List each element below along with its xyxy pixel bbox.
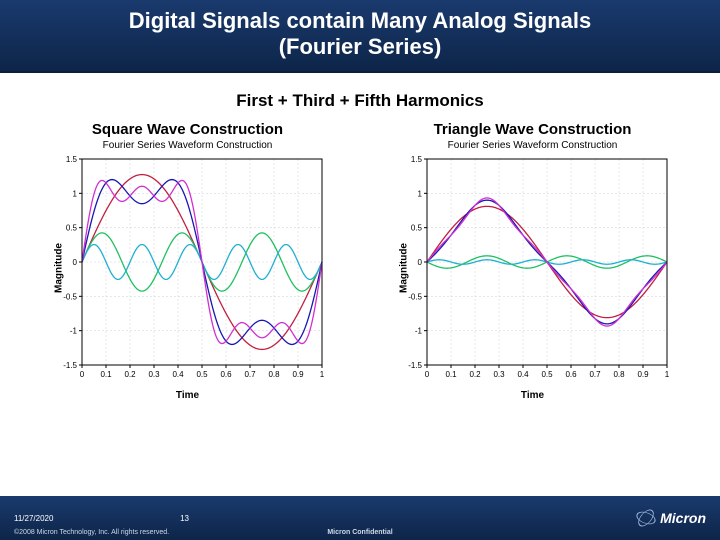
svg-text:-0.5: -0.5	[408, 292, 422, 301]
chart-left-title: Fourier Series Waveform Construction	[30, 140, 345, 151]
svg-text:-1.5: -1.5	[63, 361, 77, 370]
panel-right: Triangle Wave Construction Fourier Serie…	[375, 121, 690, 401]
svg-text:0.8: 0.8	[613, 370, 625, 379]
footer-copyright: ©2008 Micron Technology, Inc. All rights…	[14, 529, 169, 536]
svg-text:0.5: 0.5	[410, 223, 422, 232]
svg-text:0.6: 0.6	[565, 370, 577, 379]
svg-text:0.9: 0.9	[292, 370, 304, 379]
slide-footer: 11/27/2020 13 ©2008 Micron Technology, I…	[0, 496, 720, 540]
panel-left-title: Square Wave Construction	[30, 121, 345, 138]
svg-text:0.9: 0.9	[637, 370, 649, 379]
svg-text:0.1: 0.1	[100, 370, 112, 379]
svg-text:1.5: 1.5	[410, 155, 422, 164]
svg-text:0.6: 0.6	[220, 370, 232, 379]
chart-panels: Square Wave Construction Fourier Series …	[0, 117, 720, 401]
slide-title-line2: (Fourier Series)	[0, 34, 720, 60]
svg-text:0: 0	[424, 370, 429, 379]
chart-right-wrap: Magnitude 0 0.1 0.2 0.3 0.4 0.5 0.6 0.7 0.8 0.9 1 -…	[393, 153, 673, 383]
chart-left-ylabel: Magnitude	[53, 243, 64, 293]
slide-title-line1: Digital Signals contain Many Analog Sign…	[0, 8, 720, 34]
svg-text:0.3: 0.3	[493, 370, 505, 379]
svg-text:0.2: 0.2	[124, 370, 136, 379]
footer-page: 13	[180, 514, 318, 523]
logo-orbit-icon	[636, 508, 656, 528]
logo-text: Micron	[660, 510, 706, 526]
svg-text:1: 1	[72, 189, 77, 198]
chart-right-xlabel: Time	[375, 390, 690, 401]
panel-left: Square Wave Construction Fourier Series …	[30, 121, 345, 401]
svg-text:0.5: 0.5	[541, 370, 553, 379]
svg-text:-1.5: -1.5	[408, 361, 422, 370]
svg-text:-1: -1	[69, 326, 77, 335]
svg-text:0: 0	[79, 370, 84, 379]
chart-left: 0 0.1 0.2 0.3 0.4 0.5 0.6 0.7 0.8 0.9 1 -1.5 -1 -0.5 0…	[48, 153, 328, 383]
svg-text:0.4: 0.4	[172, 370, 184, 379]
chart-left-xlabel: Time	[30, 390, 345, 401]
svg-text:0.5: 0.5	[65, 223, 77, 232]
footer-confidential: Micron Confidential	[327, 529, 392, 536]
slide-header: Digital Signals contain Many Analog Sign…	[0, 0, 720, 73]
svg-text:0.7: 0.7	[244, 370, 256, 379]
subtitle: First + Third + Fifth Harmonics	[0, 73, 720, 117]
chart-right-ylabel: Magnitude	[398, 243, 409, 293]
svg-text:-1: -1	[414, 326, 422, 335]
svg-text:1: 1	[664, 370, 669, 379]
svg-text:0.5: 0.5	[196, 370, 208, 379]
svg-text:0.7: 0.7	[589, 370, 601, 379]
svg-text:0.3: 0.3	[148, 370, 160, 379]
svg-text:0: 0	[72, 258, 77, 267]
svg-text:1.5: 1.5	[65, 155, 77, 164]
svg-text:1: 1	[319, 370, 324, 379]
chart-left-wrap: Magnitude 0 0.1 0.2 0.3 0.4 0.5 0.6 0.7 0.8 0.9 1 -…	[48, 153, 328, 383]
svg-text:-0.5: -0.5	[63, 292, 77, 301]
svg-text:0: 0	[417, 258, 422, 267]
svg-text:0.4: 0.4	[517, 370, 529, 379]
chart-right: 0 0.1 0.2 0.3 0.4 0.5 0.6 0.7 0.8 0.9 1 -1.5 -1 -0.5 0…	[393, 153, 673, 383]
svg-text:0.2: 0.2	[469, 370, 481, 379]
footer-date: 11/27/2020	[14, 514, 180, 523]
panel-right-title: Triangle Wave Construction	[375, 121, 690, 138]
footer-logo: Micron	[636, 508, 706, 528]
chart-right-title: Fourier Series Waveform Construction	[375, 140, 690, 151]
svg-text:1: 1	[417, 189, 422, 198]
svg-text:0.8: 0.8	[268, 370, 280, 379]
svg-text:0.1: 0.1	[445, 370, 457, 379]
